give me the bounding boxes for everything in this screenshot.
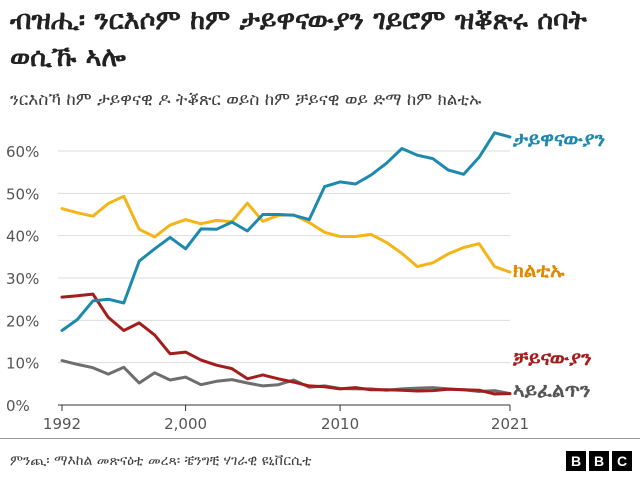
series-label: ቻይናውያን	[512, 346, 592, 370]
bbc-logo-letter: B	[589, 451, 609, 471]
x-tick-label: 2021	[491, 415, 529, 433]
footer: ምንጪ፡ ማእከል መጽናዕቲ መረጻ፡ ቼንግቺ ሃገራዊ ዩኒቨርሲቲ B …	[0, 438, 640, 481]
x-tick-label: 1992	[43, 415, 81, 433]
bbc-logo-letter: C	[612, 451, 632, 471]
bbc-logo-letter: B	[566, 451, 586, 471]
source-note: ምንጪ፡ ማእከል መጽናዕቲ መረጻ፡ ቼንግቺ ሃገራዊ ዩኒቨርሲቲ	[10, 453, 312, 469]
y-tick-label: 30%	[6, 270, 39, 288]
series-label: ታይዋናውያን	[512, 127, 605, 151]
series-line	[60, 194, 512, 274]
x-tick-label: 2,000	[164, 415, 207, 433]
y-tick-label: 50%	[6, 185, 39, 203]
series-labels: ታይዋናውያን ክልቲኡ ቻይናውያን ኣይፈልጥን	[512, 127, 605, 402]
series-label: ኣይፈልጥን	[513, 378, 590, 402]
chart-subtitle: ንርእስኻ ከም ታይዋናዊ ዶ ትቖጽር ወይስ ከም ቻይናዊ ወይ ድማ …	[10, 90, 482, 110]
series-label: ክልቲኡ	[513, 258, 565, 282]
y-tick-label: 40%	[6, 228, 39, 246]
series-line	[60, 292, 512, 396]
chart-title: ብዝሒ፡ ንርእሶም ከም ታይዋናውያን ገይሮም ዝቖጽሩ ሰባት ወሲኹ …	[10, 5, 587, 73]
bbc-logo: B B C	[566, 451, 632, 471]
axes: 0% 10% 20% 30% 40% 50% 60% 1992 2,000 2010 2021	[6, 143, 529, 433]
series-line	[60, 131, 512, 332]
series-lines	[60, 131, 512, 396]
y-tick-label: 10%	[6, 355, 39, 373]
line-chart: 0% 10% 20% 30% 40% 50% 60% 1992 2,000 2010 2021 ታይ…	[6, 127, 605, 433]
x-tick-label: 2010	[321, 415, 359, 433]
y-tick-label: 20%	[6, 312, 39, 330]
series-line	[60, 359, 512, 396]
y-tick-label: 60%	[6, 143, 39, 161]
y-tick-label: 0%	[6, 397, 30, 415]
